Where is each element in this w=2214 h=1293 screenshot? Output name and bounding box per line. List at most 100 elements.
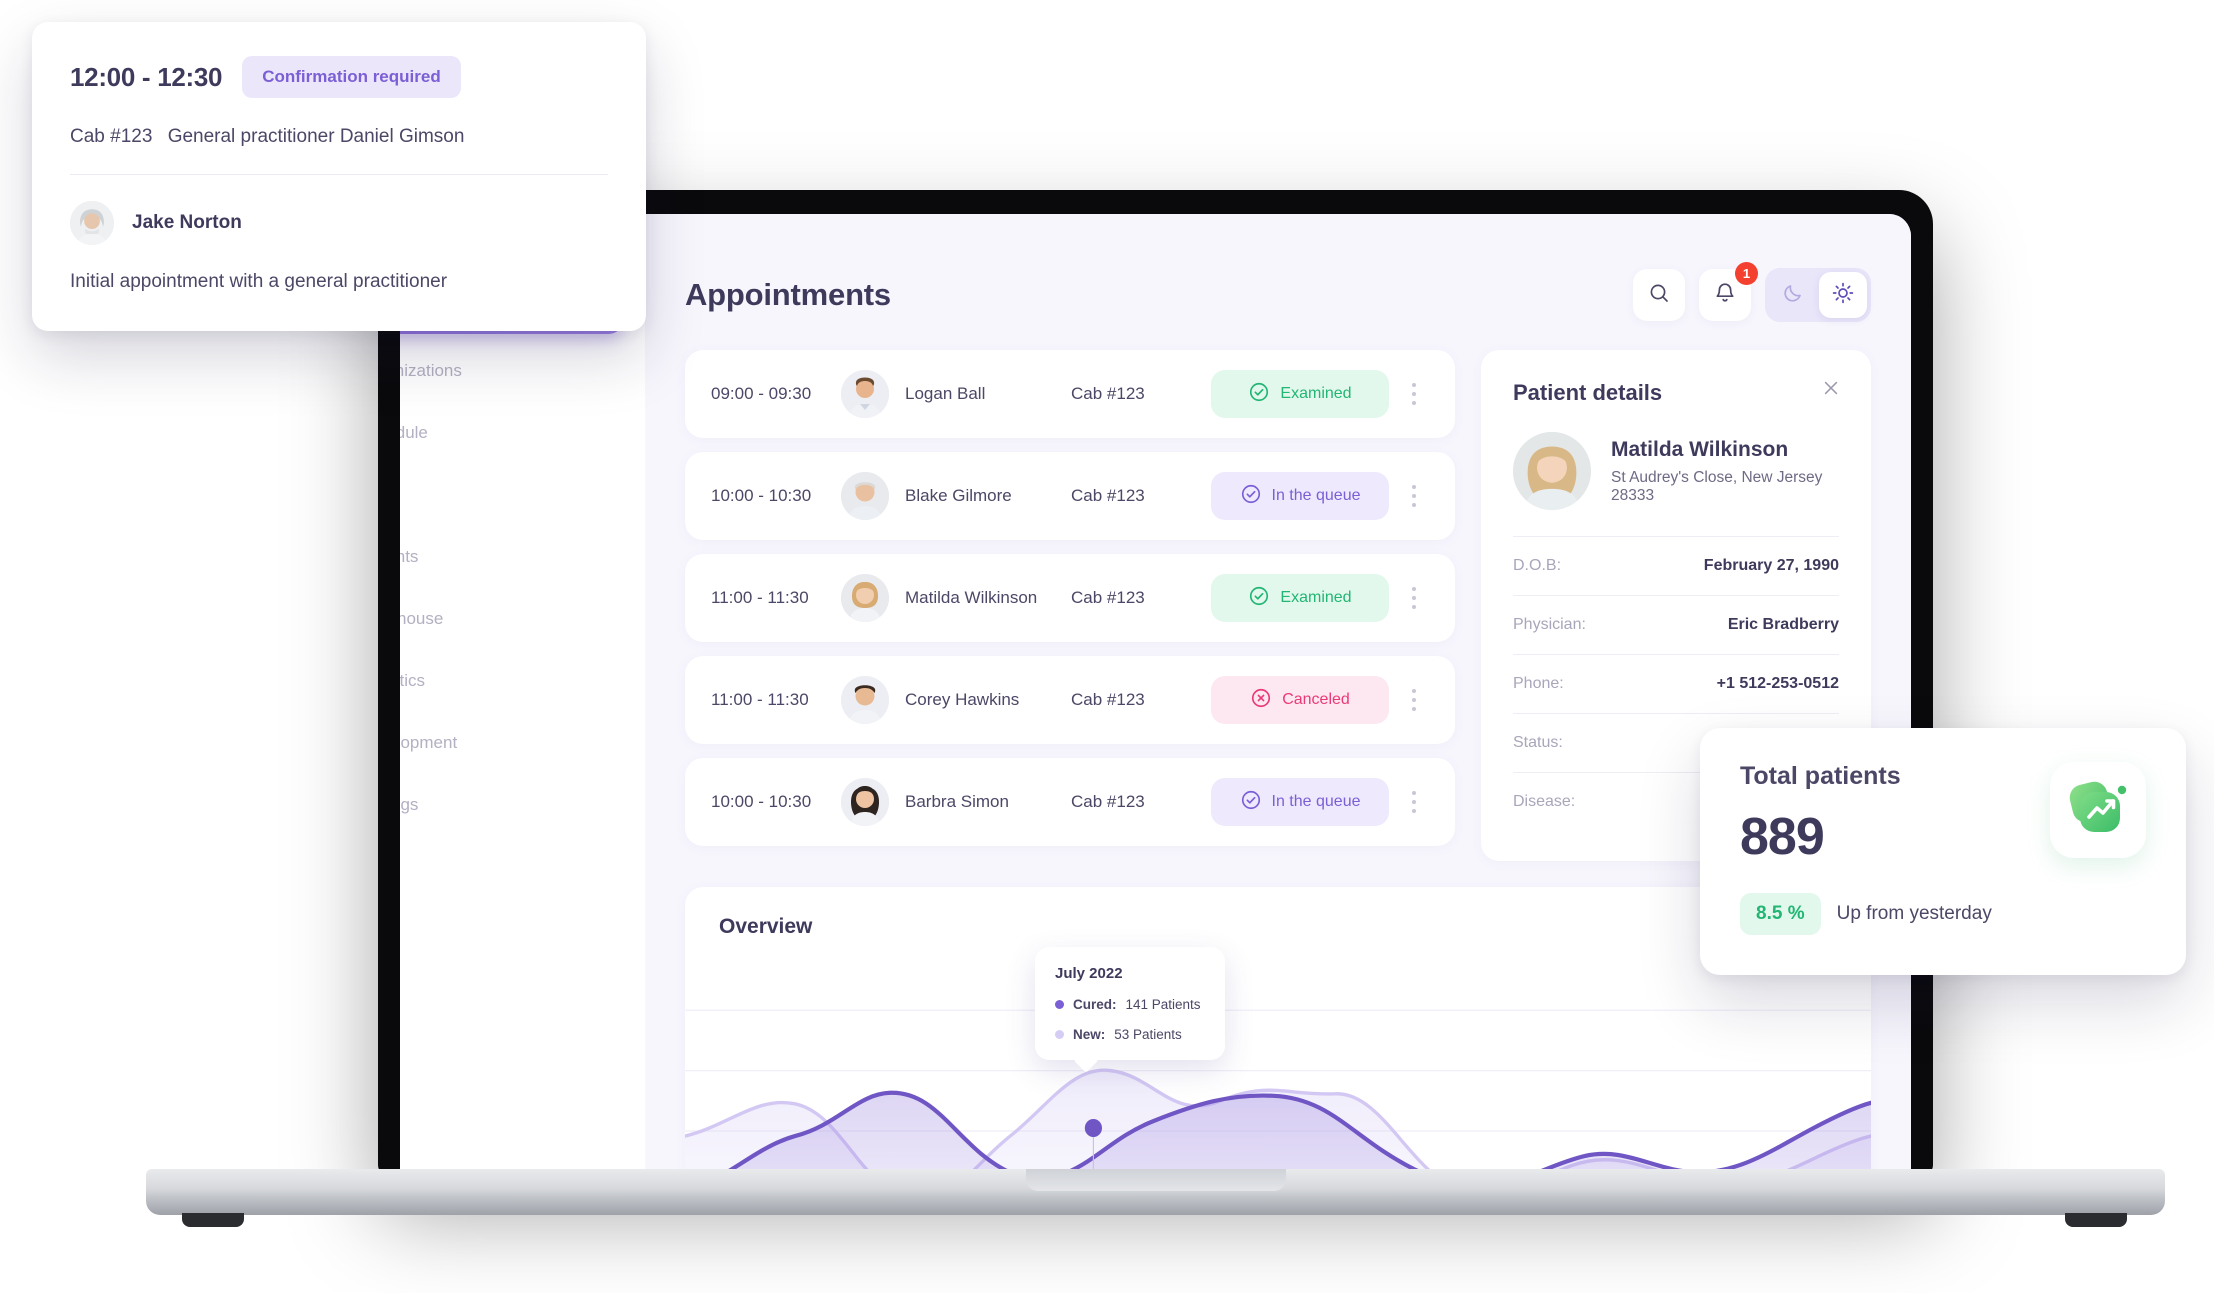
theme-option-light[interactable] [1819,272,1867,318]
divider [70,174,608,175]
bell-icon [1713,281,1737,310]
sidebar-nav-list: Desktop Organizations [400,284,645,830]
appointment-meta: Cab #123 General practitioner Daniel Gim… [70,126,608,148]
page-title: Appointments [685,277,891,312]
appointment-patient: Jake Norton [70,201,608,245]
detail-label: Phone: [1513,675,1564,692]
row-more-button[interactable] [1399,681,1429,719]
sidebar-item-label: Organizations [400,361,462,380]
status-badge: In the queue [1211,472,1389,520]
cross-circle-icon [1250,687,1272,714]
theme-option-dark[interactable] [1769,272,1817,318]
detail-label: Disease: [1513,793,1576,810]
appointment-patient-name: Matilda Wilkinson [905,588,1038,607]
appointment-patient-name: Blake Gilmore [905,486,1012,505]
notification-badge: 1 [1735,262,1758,285]
chart-series-cured-area [722,1092,1871,1175]
status-badge: In the queue [1211,778,1389,826]
sidebar-item-analytics[interactable]: Analytics [400,656,623,706]
appointment-doctor: General practitioner Daniel Gimson [167,126,465,147]
status-label: In the queue [1271,487,1361,504]
app-window: Desktop Organizations [400,214,1911,1175]
tooltip-label-new: New: [1073,1027,1106,1042]
table-row[interactable]: 11:00 - 11:30 [685,656,1455,744]
total-patients-card: Total patients 889 8.5 % Up from yesterd… [1700,728,2186,975]
sidebar-item-warehouse[interactable]: Warehouse [400,594,623,644]
avatar [841,676,889,724]
sidebar-item-development[interactable]: Development [400,718,623,768]
status-badge: Examined [1211,370,1389,418]
avatar [70,201,114,245]
sidebar-item-patients[interactable]: Patients [400,532,623,582]
check-circle-icon [1240,789,1262,816]
sidebar: Desktop Organizations [400,214,645,1175]
sidebar-item-label: Settings [400,795,419,814]
table-row[interactable]: 10:00 - 10:30 [685,452,1455,540]
table-row[interactable]: 11:00 - 11:30 [685,554,1455,642]
topbar-actions: 1 [1633,262,1871,322]
check-circle-icon [1248,585,1270,612]
table-row[interactable]: 09:00 - 09:30 [685,350,1455,438]
appointment-time: 11:00 - 11:30 [711,588,809,607]
appointment-person: Matilda Wilkinson [841,574,1071,622]
laptop-foot-left [182,1213,244,1227]
row-more-button[interactable] [1399,783,1429,821]
search-button[interactable] [1633,269,1685,321]
row-more-button[interactable] [1399,375,1429,413]
detail-value: February 27, 1990 [1703,557,1839,574]
laptop-foot-right [2065,1213,2127,1227]
sidebar-item-tasks[interactable]: Tasks [400,470,623,520]
trend-up-icon [2050,762,2146,858]
sidebar-item-schedule[interactable]: Schedule [400,408,623,458]
content-row: 09:00 - 09:30 [685,350,1871,861]
appointment-patient-name: Jake Norton [132,212,242,233]
sidebar-item-label: Patients [400,547,419,566]
detail-row-physician: Physician: Eric Bradberry [1513,595,1839,654]
tooltip-value-cured: 141 Patients [1125,997,1201,1012]
tooltip-row-cured: Cured: 141 Patients [1055,997,1205,1012]
notifications-button[interactable]: 1 [1699,262,1758,321]
sidebar-item-settings[interactable]: Settings [400,780,623,830]
chart-series-new-line [685,1068,1871,1175]
row-more-button[interactable] [1399,477,1429,515]
topbar: Appointments [685,262,1871,324]
chart-tooltip: July 2022 Cured: 141 Patients New: 53 P [1035,947,1225,1060]
appointment-person: Corey Hawkins [841,676,1071,724]
chart-highlight-point [1084,1118,1103,1138]
sidebar-item-label: Development [400,733,458,752]
patient-identity: Matilda Wilkinson St Audrey's Close, New… [1611,438,1839,505]
chart-svg [685,1009,1871,1175]
check-circle-icon [1248,381,1270,408]
patient-header: Matilda Wilkinson St Audrey's Close, New… [1513,432,1839,536]
appointment-cab: Cab #123 [1071,588,1145,607]
laptop-base-notch [1025,1169,1286,1191]
tooltip-row-new: New: 53 Patients [1055,1027,1205,1042]
detail-row-disease: Disease: [1513,772,1839,831]
appointment-patient-name: Barbra Simon [905,792,1009,811]
close-button[interactable] [1821,378,1841,403]
table-row[interactable]: 10:00 - 10:30 [685,758,1455,846]
status-badge: Canceled [1211,676,1389,724]
status-badge: Examined [1211,574,1389,622]
tooltip-value-new: 53 Patients [1114,1027,1182,1042]
card-title: Total patients [1740,762,1901,790]
tooltip-dot-new [1055,1030,1064,1039]
avatar [841,472,889,520]
chart-area [685,975,1871,1175]
sidebar-item-organizations[interactable]: Organizations [400,346,623,396]
appointment-cab: Cab #123 [1071,792,1145,811]
detail-label: Physician: [1513,616,1586,633]
tooltip-label-cured: Cured: [1073,997,1117,1012]
tooltip-dot-cured [1055,1000,1064,1009]
theme-toggle[interactable] [1765,268,1871,322]
appointment-cab: Cab #123 [1071,384,1145,403]
avatar [841,370,889,418]
appointment-time: 09:00 - 09:30 [711,384,812,403]
appointment-cab: Cab #123 [70,126,153,147]
row-more-button[interactable] [1399,579,1429,617]
tooltip-title: July 2022 [1055,965,1123,982]
sidebar-item-label: Analytics [400,671,426,690]
appointment-patient-name: Logan Ball [905,384,986,403]
appointment-cab: Cab #123 [1071,486,1145,505]
